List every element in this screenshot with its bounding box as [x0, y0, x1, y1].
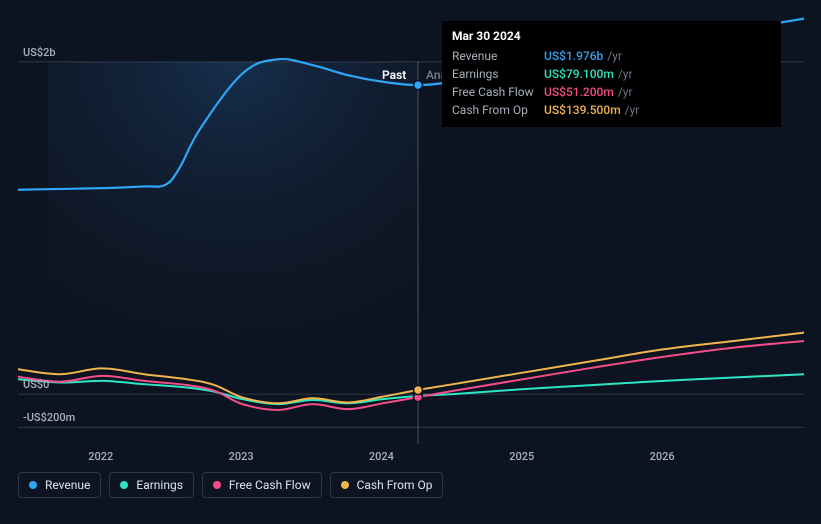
tooltip-row: Cash From OpUS$139.500m/yr: [452, 101, 771, 119]
legend-label: Cash From Op: [357, 478, 433, 492]
tooltip-metric-value: US$51.200m: [544, 83, 614, 101]
chart-legend: Revenue Earnings Free Cash Flow Cash From O…: [18, 472, 443, 498]
legend-item[interactable]: Cash From Op: [330, 472, 444, 498]
y-axis-label: US$0: [23, 378, 49, 391]
y-axis-label: -US$200m: [23, 411, 75, 424]
legend-swatch-icon: [213, 481, 221, 489]
y-axis-label: US$2b: [23, 46, 56, 59]
x-axis-label: 2025: [509, 450, 534, 463]
legend-swatch-icon: [341, 481, 349, 489]
legend-label: Revenue: [45, 478, 90, 492]
x-axis-label: 2026: [650, 450, 675, 463]
tooltip-unit: /yr: [607, 47, 622, 65]
legend-label: Free Cash Flow: [229, 478, 311, 492]
tooltip-metric-value: US$1.976b: [544, 47, 603, 65]
legend-swatch-icon: [120, 481, 128, 489]
x-axis-label: 2022: [88, 450, 113, 463]
tooltip-row: EarningsUS$79.100m/yr: [452, 65, 771, 83]
x-axis-label: 2023: [229, 450, 254, 463]
tooltip-metric-label: Free Cash Flow: [452, 83, 544, 101]
legend-item[interactable]: Revenue: [18, 472, 101, 498]
tooltip-row: RevenueUS$1.976b/yr: [452, 47, 771, 65]
tooltip-metric-label: Revenue: [452, 47, 544, 65]
tooltip-metric-value: US$139.500m: [544, 101, 621, 119]
legend-swatch-icon: [29, 481, 37, 489]
tooltip-unit: /yr: [625, 101, 640, 119]
chart-tooltip: Mar 30 2024 RevenueUS$1.976b/yrEarningsU…: [442, 21, 781, 127]
tooltip-date: Mar 30 2024: [452, 29, 771, 43]
legend-item[interactable]: Earnings: [109, 472, 194, 498]
tooltip-unit: /yr: [618, 65, 633, 83]
tooltip-metric-label: Cash From Op: [452, 101, 544, 119]
legend-item[interactable]: Free Cash Flow: [202, 472, 322, 498]
tooltip-unit: /yr: [618, 83, 633, 101]
tooltip-row: Free Cash FlowUS$51.200m/yr: [452, 83, 771, 101]
legend-label: Earnings: [136, 478, 183, 492]
tooltip-metric-value: US$79.100m: [544, 65, 614, 83]
tooltip-metric-label: Earnings: [452, 65, 544, 83]
financials-chart: Mar 30 2024 RevenueUS$1.976b/yrEarningsU…: [18, 12, 804, 452]
x-axis-label: 2024: [369, 450, 394, 463]
section-label-past: Past: [382, 68, 406, 82]
